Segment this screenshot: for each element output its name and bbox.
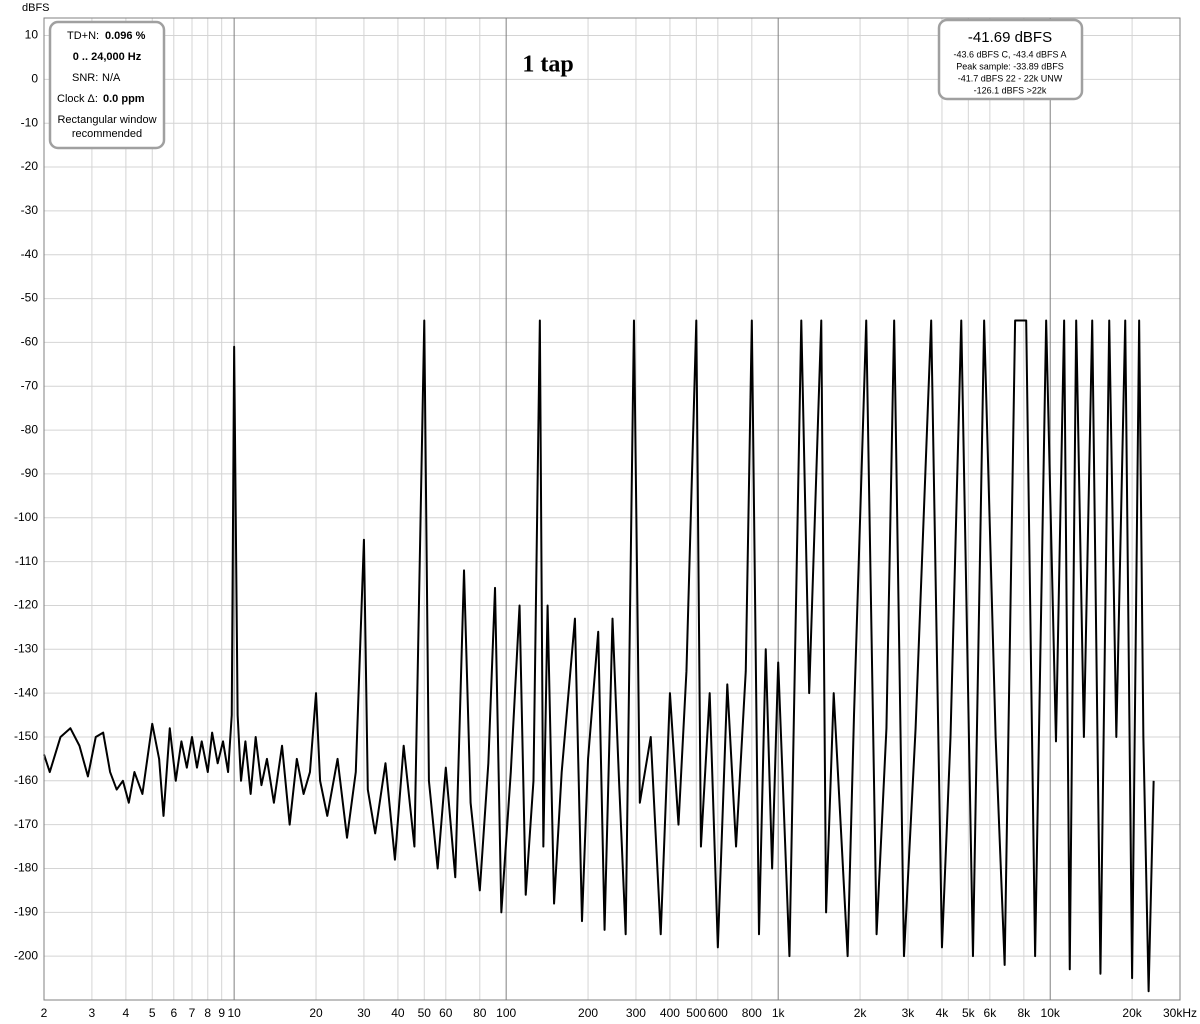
x-tick-label: 100	[496, 1006, 516, 1020]
x-tick-label: 50	[418, 1006, 432, 1020]
x-tick-label: 5	[149, 1006, 156, 1020]
y-tick-label: -20	[21, 159, 39, 173]
x-tick-label: 600	[708, 1006, 728, 1020]
x-tick-label: 3	[89, 1006, 96, 1020]
y-tick-label: -110	[15, 554, 38, 568]
x-tick-label: 40	[391, 1006, 405, 1020]
spectrum-line	[43, 319, 1155, 993]
y-axis-label: dBFS	[22, 2, 50, 14]
x-tick-label: 3k	[902, 1006, 916, 1020]
x-tick-label: 800	[742, 1006, 762, 1020]
y-tick-label: -130	[14, 641, 38, 655]
y-tick-label: -120	[14, 598, 38, 612]
x-tick-label: 30kHz	[1163, 1006, 1197, 1020]
td-n-label: TD+N:	[67, 30, 99, 42]
x-tick-label: 5k	[962, 1006, 976, 1020]
x-tick-label: 300	[626, 1006, 646, 1020]
x-tick-label: 20	[309, 1006, 323, 1020]
y-tick-label: -90	[21, 466, 39, 480]
y-tick-label: -140	[14, 685, 38, 699]
x-tick-label: 400	[660, 1006, 680, 1020]
x-tick-label: 6k	[984, 1006, 998, 1020]
x-tick-label: 4k	[936, 1006, 950, 1020]
y-tick-label: -30	[21, 203, 39, 217]
readout-box: -41.69 dBFS -43.6 dBFS C, -43.4 dBFS A P…	[937, 18, 1084, 101]
x-tick-label: 4	[123, 1006, 130, 1020]
readout-level: -41.69 dBFS	[968, 29, 1052, 46]
y-tick-label: -160	[14, 773, 38, 787]
x-tick-label: 30	[357, 1006, 371, 1020]
range: 0 .. 24,000 Hz	[73, 51, 142, 63]
y-tick-label: -200	[14, 948, 38, 962]
y-tick-label: -100	[14, 510, 38, 524]
info-box-frame	[48, 20, 166, 150]
x-tick-label: 200	[578, 1006, 598, 1020]
x-tick-label: 10	[227, 1006, 241, 1020]
y-tick-label: -180	[14, 861, 38, 875]
x-tick-label: 80	[473, 1006, 487, 1020]
y-tick-label: -80	[21, 422, 39, 436]
readout-line: -41.7 dBFS 22 - 22k UNW	[958, 73, 1063, 83]
x-tick-label: 500	[686, 1006, 706, 1020]
plot-border	[43, 17, 1181, 1001]
chart-title: 1 tap	[522, 52, 573, 78]
snr-value: N/A	[102, 72, 121, 84]
x-tick-label: 6	[170, 1006, 177, 1020]
readout-line: Peak sample: -33.89 dBFS	[956, 61, 1064, 71]
y-tick-label: 0	[31, 72, 38, 86]
x-tick-label: 8	[204, 1006, 211, 1020]
y-tick-label: -70	[21, 378, 39, 392]
window-note: recommended	[72, 128, 142, 140]
readout-line: -126.1 dBFS >22k	[974, 85, 1047, 95]
y-tick-label: -150	[14, 729, 38, 743]
td-n-value: 0.096 %	[105, 30, 146, 42]
info-box: TD+N: 0.096 % 0 .. 24,000 Hz SNR: N/A Cl…	[48, 20, 166, 150]
y-tick-label: -40	[21, 247, 39, 261]
x-tick-label: 7	[189, 1006, 196, 1020]
readout-line: -43.6 dBFS C, -43.4 dBFS A	[953, 49, 1066, 59]
clock-value: 0.0 ppm	[103, 93, 145, 105]
readout-frame	[937, 18, 1084, 101]
y-tick-label: -50	[21, 291, 39, 305]
x-tick-label: 60	[439, 1006, 453, 1020]
x-tick-label: 10k	[1041, 1006, 1061, 1020]
x-tick-label: 1k	[772, 1006, 786, 1020]
y-tick-label: -190	[14, 904, 38, 918]
y-tick-label: -170	[14, 817, 38, 831]
plot	[43, 319, 1155, 993]
x-tick-label: 2	[41, 1006, 48, 1020]
window-note: Rectangular window	[57, 114, 156, 126]
y-tick-label: 10	[25, 28, 39, 42]
y-tick-label: -10	[21, 115, 39, 129]
axes: 100-10-20-30-40-50-60-70-80-90-100-110-1…	[14, 28, 1197, 1020]
x-tick-label: 20k	[1122, 1006, 1142, 1020]
y-tick-label: -60	[21, 335, 39, 349]
clock-label: Clock Δ:	[57, 93, 98, 105]
x-tick-label: 9	[218, 1006, 225, 1020]
x-tick-label: 2k	[854, 1006, 868, 1020]
snr-label: SNR:	[72, 72, 98, 84]
x-tick-label: 8k	[1018, 1006, 1032, 1020]
